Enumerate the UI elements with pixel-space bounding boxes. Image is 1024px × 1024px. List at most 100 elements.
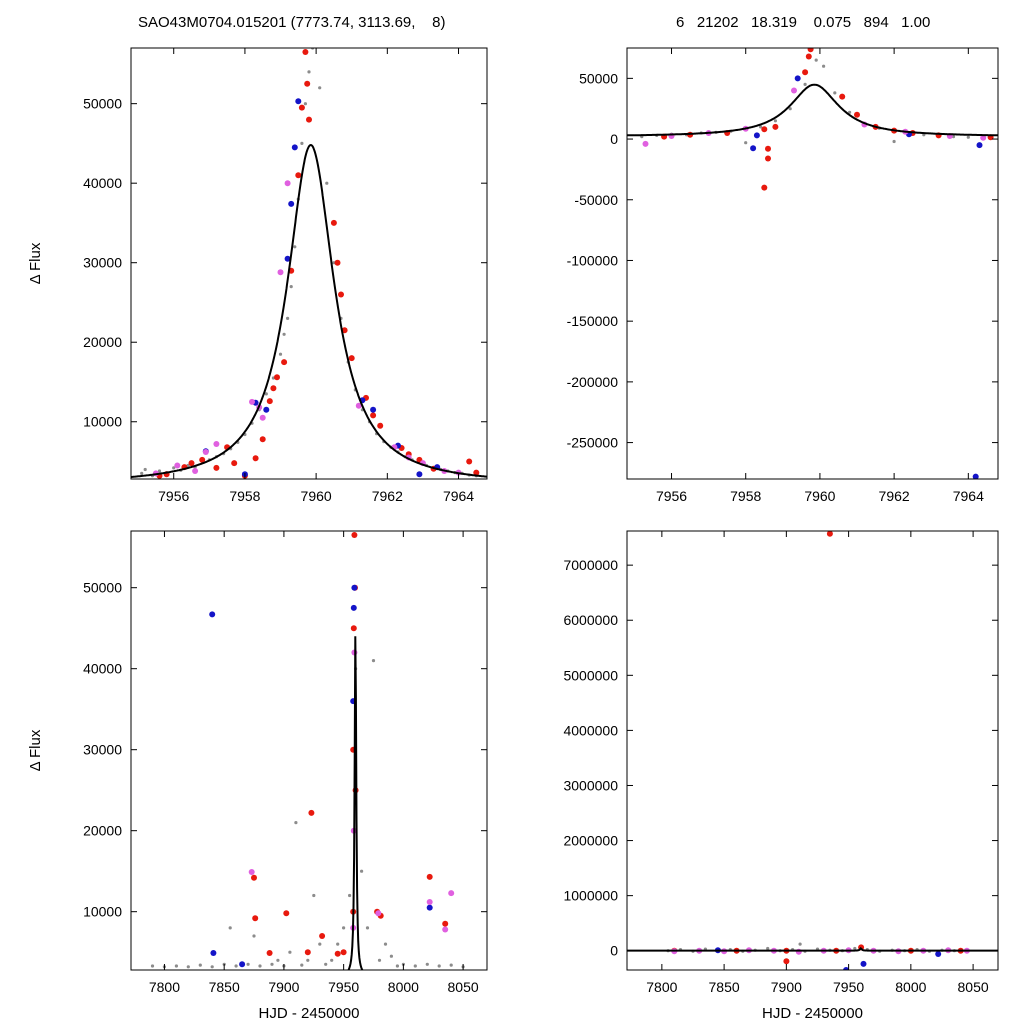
x-tick-label: 7956 — [656, 488, 687, 504]
violet-data-point — [192, 468, 199, 474]
red-data-point — [334, 950, 341, 957]
blue-data-point — [972, 473, 979, 479]
gray-data-point — [395, 964, 399, 968]
gray-data-point — [360, 869, 364, 873]
gray-data-point — [288, 950, 292, 954]
x-tick-label: 7964 — [443, 488, 474, 504]
y-tick-label: 50000 — [83, 96, 122, 112]
violet-data-point — [213, 441, 220, 447]
violet-data-point — [980, 134, 987, 141]
x-tick-label: 7960 — [804, 488, 835, 504]
gray-data-point — [759, 125, 763, 129]
blue-data-point — [350, 604, 357, 611]
blue-data-point — [416, 471, 423, 478]
x-tick-label: 7900 — [268, 979, 299, 995]
gray-data-point — [150, 964, 155, 968]
blue-data-point — [284, 255, 291, 262]
gray-data-point — [892, 139, 896, 144]
gray-data-point — [303, 102, 307, 106]
gray-data-point — [342, 926, 346, 930]
gray-data-point — [174, 964, 178, 968]
blue-data-point — [295, 98, 302, 105]
red-data-point — [319, 933, 326, 939]
blue-data-point — [860, 960, 867, 967]
x-tick-label: 7958 — [730, 488, 761, 504]
violet-data-point — [642, 140, 649, 147]
red-data-point — [338, 291, 344, 298]
gray-data-point — [773, 119, 778, 123]
red-data-point — [466, 458, 473, 465]
violet-data-point — [442, 926, 449, 933]
blue-data-point — [291, 144, 298, 151]
y-tick-label: 5000000 — [563, 667, 618, 683]
gray-data-point — [348, 893, 352, 898]
y-axis-label: Δ Flux — [27, 729, 44, 771]
red-data-point — [854, 111, 860, 118]
x-tick-label: 7960 — [301, 488, 332, 504]
violet-data-point — [448, 890, 455, 897]
y-tick-label: 10000 — [83, 414, 122, 430]
gray-data-point — [853, 946, 857, 951]
x-tick-label: 7800 — [646, 979, 677, 995]
gray-data-point — [744, 141, 748, 145]
blue-data-point — [753, 132, 760, 139]
y-tick-label: 50000 — [579, 70, 618, 86]
red-data-point — [199, 456, 206, 463]
blue-data-point — [351, 584, 358, 591]
gray-data-point — [798, 942, 802, 946]
y-tick-label: 6000000 — [563, 612, 618, 628]
red-data-point — [298, 104, 305, 111]
gray-data-point — [198, 963, 202, 967]
y-tick-label: 7000000 — [563, 557, 618, 573]
red-data-point — [304, 949, 311, 956]
red-data-point — [252, 915, 259, 922]
gray-data-point — [324, 962, 328, 966]
x-tick-label: 7962 — [879, 488, 910, 504]
red-data-point — [302, 49, 309, 55]
red-data-point — [772, 123, 779, 130]
x-tick-label: 7958 — [229, 488, 260, 504]
model-curve — [347, 636, 364, 970]
gray-data-point — [140, 471, 144, 475]
x-tick-label: 8000 — [388, 979, 419, 995]
gray-data-point — [788, 107, 792, 111]
red-data-point — [340, 949, 347, 956]
gray-data-point — [210, 965, 214, 969]
x-tick-label: 7950 — [328, 979, 359, 995]
red-data-point — [295, 172, 302, 179]
red-data-point — [839, 93, 846, 100]
blue-data-point — [210, 950, 217, 956]
red-data-point — [304, 80, 311, 87]
red-data-point — [761, 184, 768, 191]
red-data-point — [274, 374, 280, 381]
red-data-point — [281, 359, 288, 366]
gray-data-point — [803, 82, 807, 86]
violet-data-point — [791, 87, 797, 94]
gray-data-point — [307, 70, 311, 74]
y-tick-label: 40000 — [83, 661, 122, 677]
gray-data-point — [270, 962, 274, 966]
violet-data-point — [248, 869, 255, 875]
y-tick-label: 30000 — [83, 255, 122, 271]
red-data-point — [802, 69, 809, 76]
gray-data-point — [293, 245, 297, 249]
gray-data-point — [848, 110, 852, 114]
gray-data-point — [172, 466, 176, 470]
x-tick-label: 8000 — [895, 979, 926, 995]
gray-data-point — [449, 963, 453, 967]
gray-data-point — [389, 954, 393, 958]
red-data-point — [266, 398, 273, 405]
panel-top-left: 7956 7958 7960 7962 7964 10000 20000 30000 40000… — [27, 47, 488, 504]
gray-data-point — [300, 141, 304, 145]
red-data-point — [308, 809, 315, 816]
y-tick-label: 0 — [610, 131, 618, 147]
blue-data-point — [370, 406, 377, 413]
y-tick-label: 40000 — [83, 175, 122, 191]
x-tick-label: 7964 — [953, 488, 984, 504]
panel-top-right: 7956 7958 7960 7962 7964 -250000 -200000 -15000… — [567, 47, 999, 504]
data-points-bottom-right — [666, 531, 970, 970]
red-data-point — [334, 259, 341, 266]
red-data-point — [252, 455, 259, 462]
red-data-point — [765, 155, 771, 162]
panel-bottom-right: 7800 7850 7900 7950 8000 8050 0 1000000 2000000 3… — [563, 530, 999, 1022]
